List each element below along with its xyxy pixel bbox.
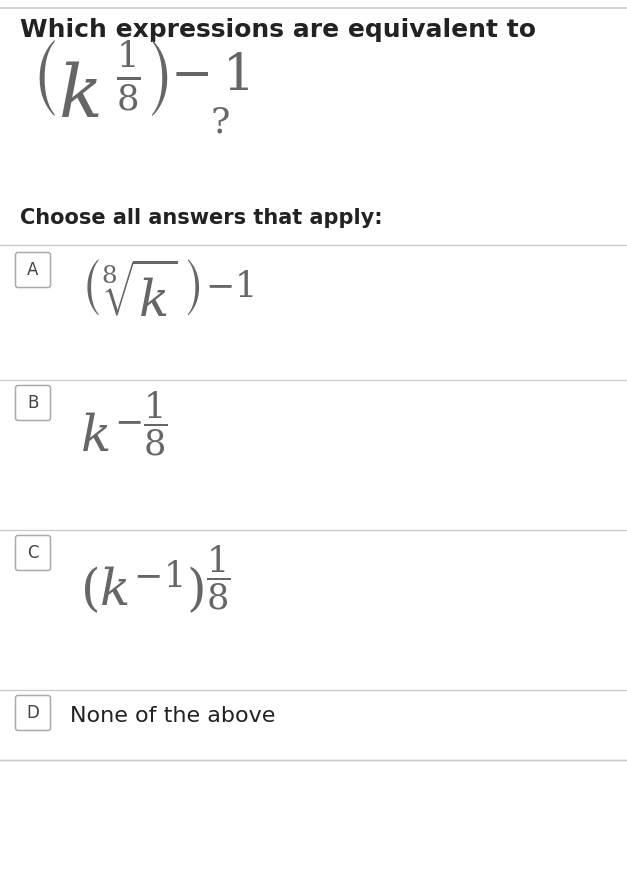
Text: $\left(k^{-1}\right)^{\dfrac{1}{8}}$: $\left(k^{-1}\right)^{\dfrac{1}{8}}$ [80,543,231,616]
FancyBboxPatch shape [16,253,51,287]
FancyBboxPatch shape [16,535,51,571]
Text: Which expressions are equivalent to: Which expressions are equivalent to [20,18,536,42]
Text: None of the above: None of the above [70,706,275,726]
Text: B: B [28,394,39,412]
FancyBboxPatch shape [16,385,51,421]
Text: $?$: $?$ [210,105,229,139]
Text: D: D [26,704,40,722]
Text: $k^{-\dfrac{1}{8}}$: $k^{-\dfrac{1}{8}}$ [80,393,168,462]
Text: $\left(k^{\,\frac{1}{8}}\right)^{\!\!-1}$: $\left(k^{\,\frac{1}{8}}\right)^{\!\!-1}… [30,50,249,132]
FancyBboxPatch shape [16,696,51,730]
Text: A: A [28,261,39,279]
Text: Choose all answers that apply:: Choose all answers that apply: [20,208,382,228]
Text: C: C [27,544,39,562]
Text: $\left(\sqrt[8]{k}\,\right)^{-1}$: $\left(\sqrt[8]{k}\,\right)^{-1}$ [80,265,254,327]
